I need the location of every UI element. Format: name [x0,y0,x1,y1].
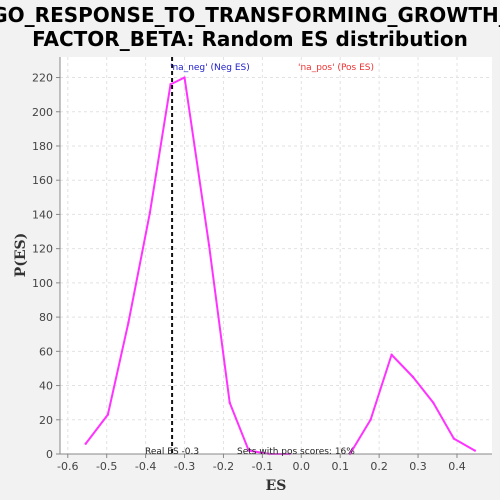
grid-layer [60,57,492,455]
x-tick-label-2: -0.4 [135,460,156,473]
y-tick-label-8: 160 [32,174,53,187]
series-0-point-3 [148,211,152,214]
series-0-point-2 [127,321,130,324]
plot-area [60,57,492,454]
series-0-point-1 [106,413,110,416]
real-es-annotation: Real ES -0.3 [145,447,199,457]
y-tick-label-4: 80 [39,311,53,324]
chart-title-line1: GO_RESPONSE_TO_TRANSFORMING_GROWTH_ [0,3,500,27]
x-tick-label-8: 0.2 [370,460,388,473]
legend-neg-label: 'na_neg' (Neg ES) [170,63,250,73]
x-tick-label-7: 0.1 [331,460,349,473]
y-tick-label-7: 140 [32,208,53,221]
series-0-point-0 [84,442,87,445]
series-0-point-8 [247,449,250,452]
y-tick-label-3: 60 [39,345,53,358]
x-tick-label-1: -0.5 [96,460,117,473]
y-tick-label-6: 120 [32,243,53,256]
series-1-point-5 [452,437,456,440]
x-tick-label-10: 0.4 [448,460,466,473]
x-axis-label: ES [266,478,287,494]
x-tick-label-0: -0.6 [57,460,78,473]
series-1-point-3 [411,375,415,379]
series-0-point-7 [228,401,231,404]
series-0-point-6 [207,244,211,247]
y-tick-label-5: 100 [32,277,53,290]
series-1-point-2 [390,353,393,356]
series-0-point-4 [169,83,172,86]
y-tick-label-2: 40 [39,380,53,393]
y-tick-layer: 0 20 40 60 80 100 120 140 160 180 200 220 [32,72,60,461]
y-tick-label-11: 220 [32,72,53,85]
y-axis-label: P(ES) [13,233,29,278]
legend-pos-label: 'na_pos' (Pos ES) [298,63,374,73]
series-1-point-6 [473,449,477,452]
x-tick-label-9: 0.3 [409,460,427,473]
chart-title-line2: FACTOR_BETA: Random ES distribution [32,27,468,51]
x-tick-label-6: 0.0 [293,460,311,473]
series-0-point-5 [183,76,186,79]
y-tick-label-1: 20 [39,414,53,427]
x-tick-label-4: -0.2 [213,460,234,473]
y-tick-label-10: 200 [32,106,53,119]
series-1-point-4 [432,401,435,404]
y-tick-label-9: 180 [32,140,53,153]
x-tick-label-5: -0.1 [252,460,273,473]
y-tick-label-0: 0 [46,448,53,461]
x-tick-layer: -0.6 -0.5 -0.4 -0.3 -0.2 -0.1 0.0 0.1 0.2 0.3 0.4 [57,454,466,473]
series-1-point-1 [369,418,372,421]
x-tick-label-3: -0.3 [174,460,195,473]
pos-scores-annotation: Sets with pos scores: 16% [237,447,355,457]
series-layer [84,76,477,456]
